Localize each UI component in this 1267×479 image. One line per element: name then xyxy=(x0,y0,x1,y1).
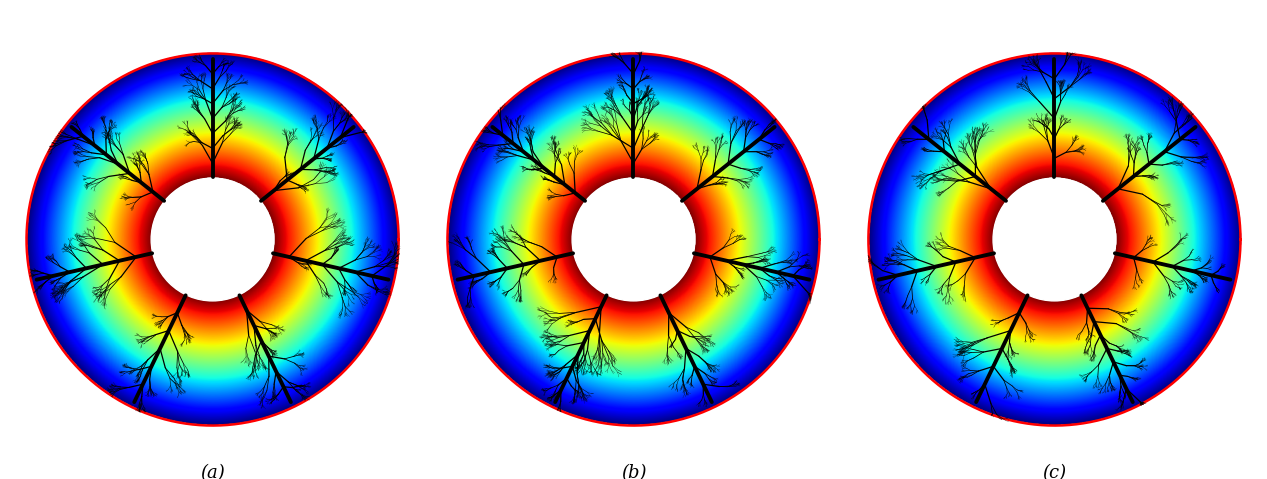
Text: (b): (b) xyxy=(621,465,646,479)
Circle shape xyxy=(151,178,274,301)
Text: (c): (c) xyxy=(1043,465,1067,479)
Text: (a): (a) xyxy=(200,465,226,479)
Circle shape xyxy=(573,178,694,301)
Circle shape xyxy=(993,178,1116,301)
